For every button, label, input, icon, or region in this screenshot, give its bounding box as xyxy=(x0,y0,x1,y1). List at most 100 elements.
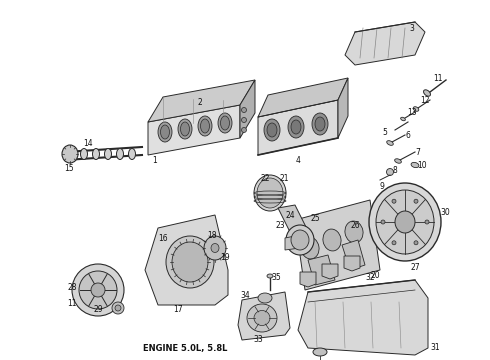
Ellipse shape xyxy=(172,242,208,282)
Text: 29: 29 xyxy=(93,306,103,315)
Text: 19: 19 xyxy=(220,253,230,262)
Ellipse shape xyxy=(247,304,277,332)
Text: 16: 16 xyxy=(158,234,168,243)
Ellipse shape xyxy=(161,125,170,139)
Polygon shape xyxy=(345,22,425,65)
Text: 12: 12 xyxy=(420,95,430,104)
Text: 32: 32 xyxy=(365,274,375,283)
Polygon shape xyxy=(258,78,348,117)
Text: 15: 15 xyxy=(64,163,74,172)
Text: 27: 27 xyxy=(410,264,420,273)
Text: 33: 33 xyxy=(253,336,263,345)
Text: 8: 8 xyxy=(392,166,397,175)
Polygon shape xyxy=(322,264,338,279)
Ellipse shape xyxy=(62,145,78,163)
Polygon shape xyxy=(145,215,228,305)
Ellipse shape xyxy=(254,175,286,211)
Ellipse shape xyxy=(395,211,415,233)
Ellipse shape xyxy=(411,162,419,168)
Text: 7: 7 xyxy=(416,148,420,157)
Ellipse shape xyxy=(286,225,314,255)
Polygon shape xyxy=(342,240,365,270)
Text: 5: 5 xyxy=(383,127,388,136)
Polygon shape xyxy=(338,78,348,138)
Ellipse shape xyxy=(301,237,319,259)
Text: 21: 21 xyxy=(279,174,289,183)
Ellipse shape xyxy=(91,283,105,297)
Text: 1: 1 xyxy=(152,156,157,165)
Text: 17: 17 xyxy=(173,306,183,315)
Text: 11: 11 xyxy=(433,73,443,82)
Ellipse shape xyxy=(288,116,304,138)
Ellipse shape xyxy=(180,122,190,136)
Polygon shape xyxy=(148,80,255,122)
Ellipse shape xyxy=(423,90,430,96)
Ellipse shape xyxy=(218,113,232,133)
Text: 3: 3 xyxy=(410,23,415,32)
Ellipse shape xyxy=(115,305,121,311)
Ellipse shape xyxy=(413,107,419,111)
Text: 35: 35 xyxy=(271,274,281,283)
Ellipse shape xyxy=(264,119,280,141)
Ellipse shape xyxy=(220,116,229,130)
Ellipse shape xyxy=(392,241,396,245)
Ellipse shape xyxy=(345,221,363,243)
Ellipse shape xyxy=(79,271,117,309)
Polygon shape xyxy=(295,200,380,290)
Ellipse shape xyxy=(258,293,272,303)
Text: 11: 11 xyxy=(67,300,77,309)
Text: 20: 20 xyxy=(370,270,380,279)
Ellipse shape xyxy=(392,199,396,203)
Text: 2: 2 xyxy=(197,98,202,107)
Ellipse shape xyxy=(178,119,192,139)
Ellipse shape xyxy=(387,168,393,176)
Polygon shape xyxy=(148,105,240,155)
Text: 6: 6 xyxy=(406,131,411,140)
Ellipse shape xyxy=(242,117,246,122)
Ellipse shape xyxy=(204,236,226,260)
Ellipse shape xyxy=(369,183,441,261)
Ellipse shape xyxy=(69,149,75,159)
Polygon shape xyxy=(258,100,338,155)
Polygon shape xyxy=(300,272,316,287)
Ellipse shape xyxy=(267,274,273,278)
Ellipse shape xyxy=(291,120,301,134)
Polygon shape xyxy=(285,235,300,250)
Text: 10: 10 xyxy=(417,161,427,170)
Ellipse shape xyxy=(315,117,325,131)
Ellipse shape xyxy=(414,241,418,245)
Ellipse shape xyxy=(291,230,309,250)
Ellipse shape xyxy=(93,149,99,159)
Ellipse shape xyxy=(104,149,112,159)
Ellipse shape xyxy=(80,149,88,159)
Polygon shape xyxy=(344,256,360,271)
Ellipse shape xyxy=(394,159,401,163)
Polygon shape xyxy=(308,255,335,285)
Ellipse shape xyxy=(425,220,429,224)
Ellipse shape xyxy=(313,348,327,356)
Ellipse shape xyxy=(401,117,405,121)
Text: 18: 18 xyxy=(207,230,217,239)
Ellipse shape xyxy=(117,149,123,159)
Text: 4: 4 xyxy=(295,156,300,165)
Text: 22: 22 xyxy=(260,174,270,183)
Polygon shape xyxy=(278,205,310,238)
Ellipse shape xyxy=(242,108,246,113)
Ellipse shape xyxy=(312,113,328,135)
Text: ENGINE 5.0L, 5.8L: ENGINE 5.0L, 5.8L xyxy=(143,343,227,352)
Text: 26: 26 xyxy=(350,220,360,230)
Polygon shape xyxy=(298,280,428,355)
Ellipse shape xyxy=(381,220,385,224)
Ellipse shape xyxy=(211,243,219,252)
Text: 25: 25 xyxy=(310,213,320,222)
Ellipse shape xyxy=(292,227,312,247)
Text: 28: 28 xyxy=(67,284,77,292)
Text: 13: 13 xyxy=(407,108,417,117)
Polygon shape xyxy=(238,292,290,340)
Ellipse shape xyxy=(323,229,341,251)
Text: 30: 30 xyxy=(440,207,450,216)
Ellipse shape xyxy=(254,310,270,325)
Ellipse shape xyxy=(200,119,210,133)
Text: 9: 9 xyxy=(380,181,385,190)
Ellipse shape xyxy=(112,302,124,314)
